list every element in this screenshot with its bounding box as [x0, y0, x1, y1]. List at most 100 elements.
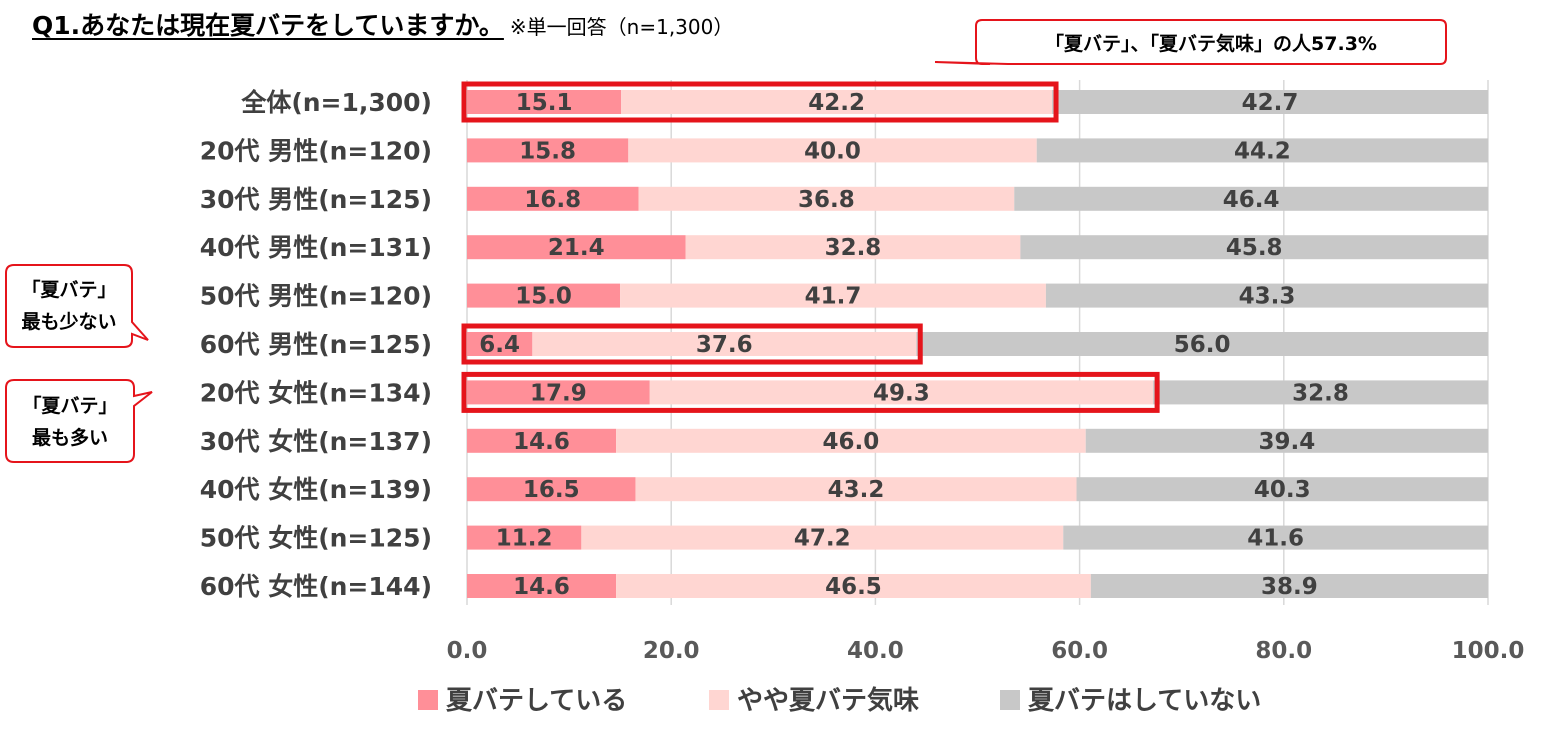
data-label: 41.6	[1247, 526, 1304, 552]
data-label: 45.8	[1226, 235, 1283, 261]
data-label: 17.9	[530, 380, 587, 406]
data-label: 46.0	[823, 429, 880, 455]
data-label: 43.2	[828, 477, 885, 503]
category-label: 50代 女性(n=125)	[200, 524, 432, 553]
bar-segment	[467, 380, 650, 405]
bar-segment	[532, 332, 917, 356]
bar-segment	[467, 574, 617, 598]
legend-swatch	[709, 690, 729, 710]
category-label: 40代 男性(n=131)	[200, 233, 432, 262]
legend-label: 夏バテはしていない	[1028, 686, 1261, 716]
data-label: 40.0	[804, 138, 861, 164]
highlight-box	[461, 81, 1059, 123]
bar-segment	[1045, 283, 1488, 308]
bar-segment	[628, 138, 1037, 163]
bar-segment	[916, 332, 1488, 356]
data-label: 49.3	[873, 380, 930, 406]
x-tick-label: 80.0	[1255, 638, 1312, 664]
legend-label: 夏バテしている	[446, 686, 627, 716]
legend-swatch	[1000, 690, 1020, 710]
bar-segment	[616, 428, 1086, 453]
category-label: 全体(n=1,300)	[240, 88, 432, 117]
bar-segment	[616, 574, 1091, 598]
bar-segment	[1014, 186, 1488, 211]
bar-segment	[649, 380, 1154, 405]
data-label: 14.6	[513, 429, 570, 455]
data-label: 15.8	[519, 138, 576, 164]
data-label: 40.3	[1254, 477, 1311, 503]
data-label: 36.8	[798, 187, 855, 213]
bar-segment	[467, 138, 629, 163]
bar-segment	[1052, 90, 1488, 114]
data-label: 32.8	[1292, 380, 1349, 406]
data-label: 15.0	[515, 284, 572, 310]
bar-segment	[638, 186, 1015, 211]
sample-note: ※単一回答（n=1,300）	[509, 15, 734, 39]
callout-text: 最も少ない	[21, 311, 116, 333]
data-label: 16.5	[523, 477, 580, 503]
data-label: 39.4	[1258, 429, 1315, 455]
category-label: 20代 女性(n=134)	[200, 378, 432, 407]
bar-segment	[467, 235, 686, 260]
callout-text: 最も多い	[32, 426, 108, 449]
bar-segment	[620, 283, 1046, 308]
bar-segment	[1020, 235, 1488, 260]
bar-segment	[621, 90, 1053, 114]
bar-segment	[467, 90, 622, 114]
bar-segment	[1076, 477, 1488, 502]
bar-segment	[467, 428, 617, 453]
category-label: 60代 女性(n=144)	[200, 572, 432, 601]
bar-segment	[581, 525, 1064, 550]
data-label: 14.6	[513, 574, 570, 600]
data-label: 46.5	[825, 574, 882, 600]
bar-segment	[1085, 428, 1488, 453]
data-label: 46.4	[1223, 187, 1280, 213]
bar-segment	[685, 235, 1021, 260]
data-label: 44.2	[1234, 138, 1291, 164]
data-label: 43.3	[1239, 284, 1296, 310]
x-tick-label: 20.0	[643, 638, 700, 664]
x-tick-label: 40.0	[847, 638, 904, 664]
data-label: 47.2	[794, 526, 851, 552]
callout-text: 「夏バテ」	[22, 394, 117, 417]
bar-segment	[1036, 138, 1488, 163]
data-label: 41.7	[805, 284, 862, 310]
bar-segment	[467, 332, 533, 356]
category-label: 60代 男性(n=125)	[200, 330, 432, 359]
data-label: 16.8	[524, 187, 581, 213]
category-label: 50代 男性(n=120)	[200, 282, 432, 311]
bar-segment	[635, 477, 1077, 502]
data-label: 42.7	[1242, 90, 1299, 116]
data-label: 11.2	[496, 526, 553, 552]
data-label: 42.2	[808, 90, 865, 116]
legend-swatch	[418, 690, 438, 710]
bar-segment	[467, 283, 621, 308]
data-label: 38.9	[1261, 574, 1318, 600]
highlight-box	[461, 323, 923, 365]
data-label: 15.1	[516, 90, 573, 116]
callout-text: 「夏バテ」	[21, 278, 116, 301]
category-label: 40代 女性(n=139)	[200, 475, 432, 504]
chart-title: Q1.あなたは現在夏バテをしていますか。	[32, 11, 504, 40]
bar-segment	[1063, 525, 1488, 550]
data-label: 6.4	[479, 332, 520, 358]
x-tick-label: 0.0	[447, 638, 488, 664]
callout-bubble	[934, 19, 1447, 65]
bar-segment	[467, 477, 636, 502]
callout-bubble	[5, 264, 149, 348]
bar-segment	[467, 186, 639, 211]
bar-segment	[1090, 574, 1488, 598]
x-tick-label: 60.0	[1051, 638, 1108, 664]
data-label: 56.0	[1174, 332, 1231, 358]
category-label: 30代 女性(n=137)	[200, 427, 432, 456]
legend-label: やや夏バテ気味	[737, 685, 919, 716]
x-tick-label: 100.0	[1452, 638, 1525, 664]
bar-segment	[467, 525, 582, 550]
callout-bubble	[5, 379, 153, 463]
bar-segment	[1153, 380, 1488, 405]
data-label: 32.8	[825, 235, 882, 261]
data-label: 37.6	[696, 332, 753, 358]
category-label: 30代 男性(n=125)	[200, 185, 432, 214]
title-block: Q1.あなたは現在夏バテをしていますか。 ※単一回答（n=1,300）	[32, 6, 733, 42]
